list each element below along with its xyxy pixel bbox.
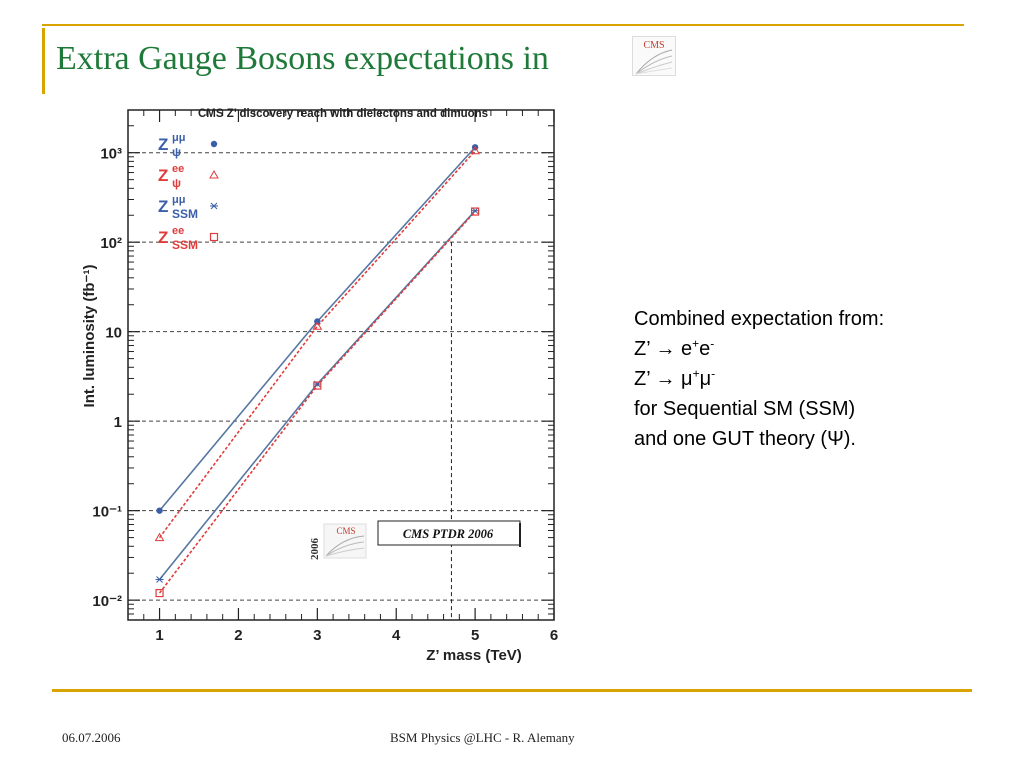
- legend-superscript: ee: [172, 163, 184, 175]
- side-line-5: and one GUT theory (Ψ).: [634, 428, 856, 450]
- data-point: [313, 381, 322, 390]
- luminosity-chart: CMS Z’ discovery reach with dielectons a…: [74, 98, 574, 673]
- x-tick-label: 1: [155, 627, 163, 644]
- y-tick-label: 10²: [100, 235, 122, 252]
- legend-subscript: SSM: [172, 238, 198, 252]
- chart-logo-year: 2006: [309, 538, 321, 561]
- legend-marker: [210, 202, 218, 210]
- data-point: [312, 321, 323, 330]
- legend-subscript: SSM: [172, 207, 198, 221]
- legend-superscript: μμ: [172, 132, 185, 144]
- y-tick-label: 10: [105, 325, 122, 342]
- footer-presenter: BSM Physics @LHC - R. Alemany: [390, 730, 575, 745]
- annotation-box: CMS PTDR 2006: [377, 520, 521, 547]
- x-tick-label: 6: [550, 627, 558, 644]
- title-rule: [42, 24, 964, 26]
- footer-rule: [52, 689, 972, 692]
- side-line-4: for Sequential SM (SSM): [634, 398, 856, 420]
- cms-logo-text: CMS: [643, 40, 664, 51]
- legend-marker: [210, 140, 218, 148]
- y-tick-label: 1: [114, 414, 122, 431]
- y-tick-label: 10⁻²: [92, 593, 122, 610]
- legend-subscript: ψ: [172, 145, 181, 159]
- x-tick-label: 4: [392, 627, 401, 644]
- side-line-3: Z’ → μ+μ-: [634, 366, 716, 390]
- data-point: [155, 588, 164, 598]
- side-line-1: Combined expectation from:: [634, 308, 885, 330]
- data-point: [154, 532, 165, 542]
- y-tick-label: 10⁻¹: [92, 504, 122, 521]
- legend-marker: [209, 169, 219, 179]
- legend-superscript: ee: [172, 225, 184, 237]
- legend-subscript: ψ: [172, 176, 181, 190]
- data-point: [156, 507, 163, 514]
- slide-title: Extra Gauge Bosons expectations in: [56, 40, 549, 77]
- chart-cms-logo-icon: CMS 2006: [309, 523, 367, 561]
- legend-superscript: μμ: [172, 194, 185, 206]
- data-point: [471, 207, 480, 216]
- title-accent-bar: [42, 28, 45, 94]
- chart-logo-text: CMS: [336, 526, 355, 536]
- x-tick-label: 5: [471, 627, 479, 644]
- legend-marker: [209, 232, 219, 242]
- plot-frame: [127, 109, 555, 621]
- x-tick-label: 3: [313, 627, 321, 644]
- x-tick-label: 2: [234, 627, 242, 644]
- side-line-2: Z’ → e+e-: [634, 336, 715, 360]
- legend-label: Z: [158, 228, 168, 247]
- footer-date: 06.07.2006: [62, 730, 121, 745]
- data-point: [470, 145, 480, 155]
- data-point: [471, 207, 480, 215]
- x-axis-label: Z’ mass (TeV): [426, 647, 522, 664]
- legend-label: Z: [158, 166, 168, 185]
- annotation-text: CMS PTDR 2006: [403, 527, 494, 541]
- series-line-3: [158, 211, 476, 594]
- y-axis-label: Int. luminosity (fb⁻¹): [81, 265, 98, 408]
- side-description: Combined expectation from: Z’ → e+e- Z’ …: [634, 304, 884, 454]
- legend-label: Z: [158, 135, 168, 154]
- data-point: [155, 576, 164, 583]
- chart-title: CMS Z’ discovery reach with dielectons a…: [198, 108, 488, 120]
- series-line-1: [158, 150, 476, 539]
- legend-label: Z: [158, 197, 168, 216]
- cms-logo-icon: CMS: [632, 36, 676, 76]
- y-tick-label: 10³: [100, 146, 122, 163]
